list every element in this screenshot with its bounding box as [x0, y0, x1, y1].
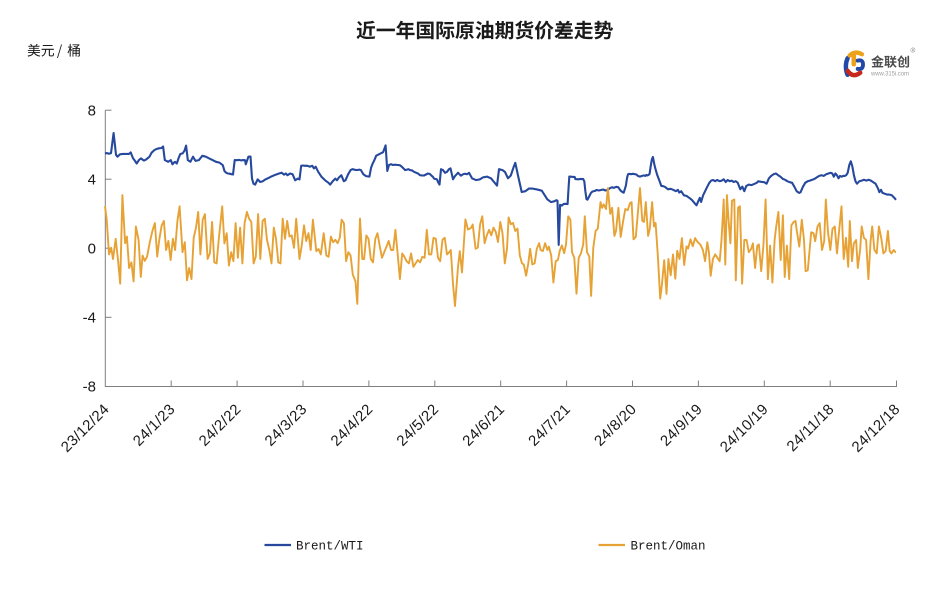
svg-text:-8: -8 — [83, 379, 96, 396]
svg-text:Brent/Oman: Brent/Oman — [631, 540, 706, 554]
svg-text:8: 8 — [88, 102, 96, 119]
svg-text:®: ® — [911, 47, 916, 55]
svg-text:Brent/WTI: Brent/WTI — [296, 540, 364, 554]
svg-text:4: 4 — [88, 171, 96, 188]
svg-text:0: 0 — [88, 240, 96, 257]
svg-text:-4: -4 — [83, 310, 96, 327]
svg-text:www.315i.com: www.315i.com — [870, 72, 909, 78]
